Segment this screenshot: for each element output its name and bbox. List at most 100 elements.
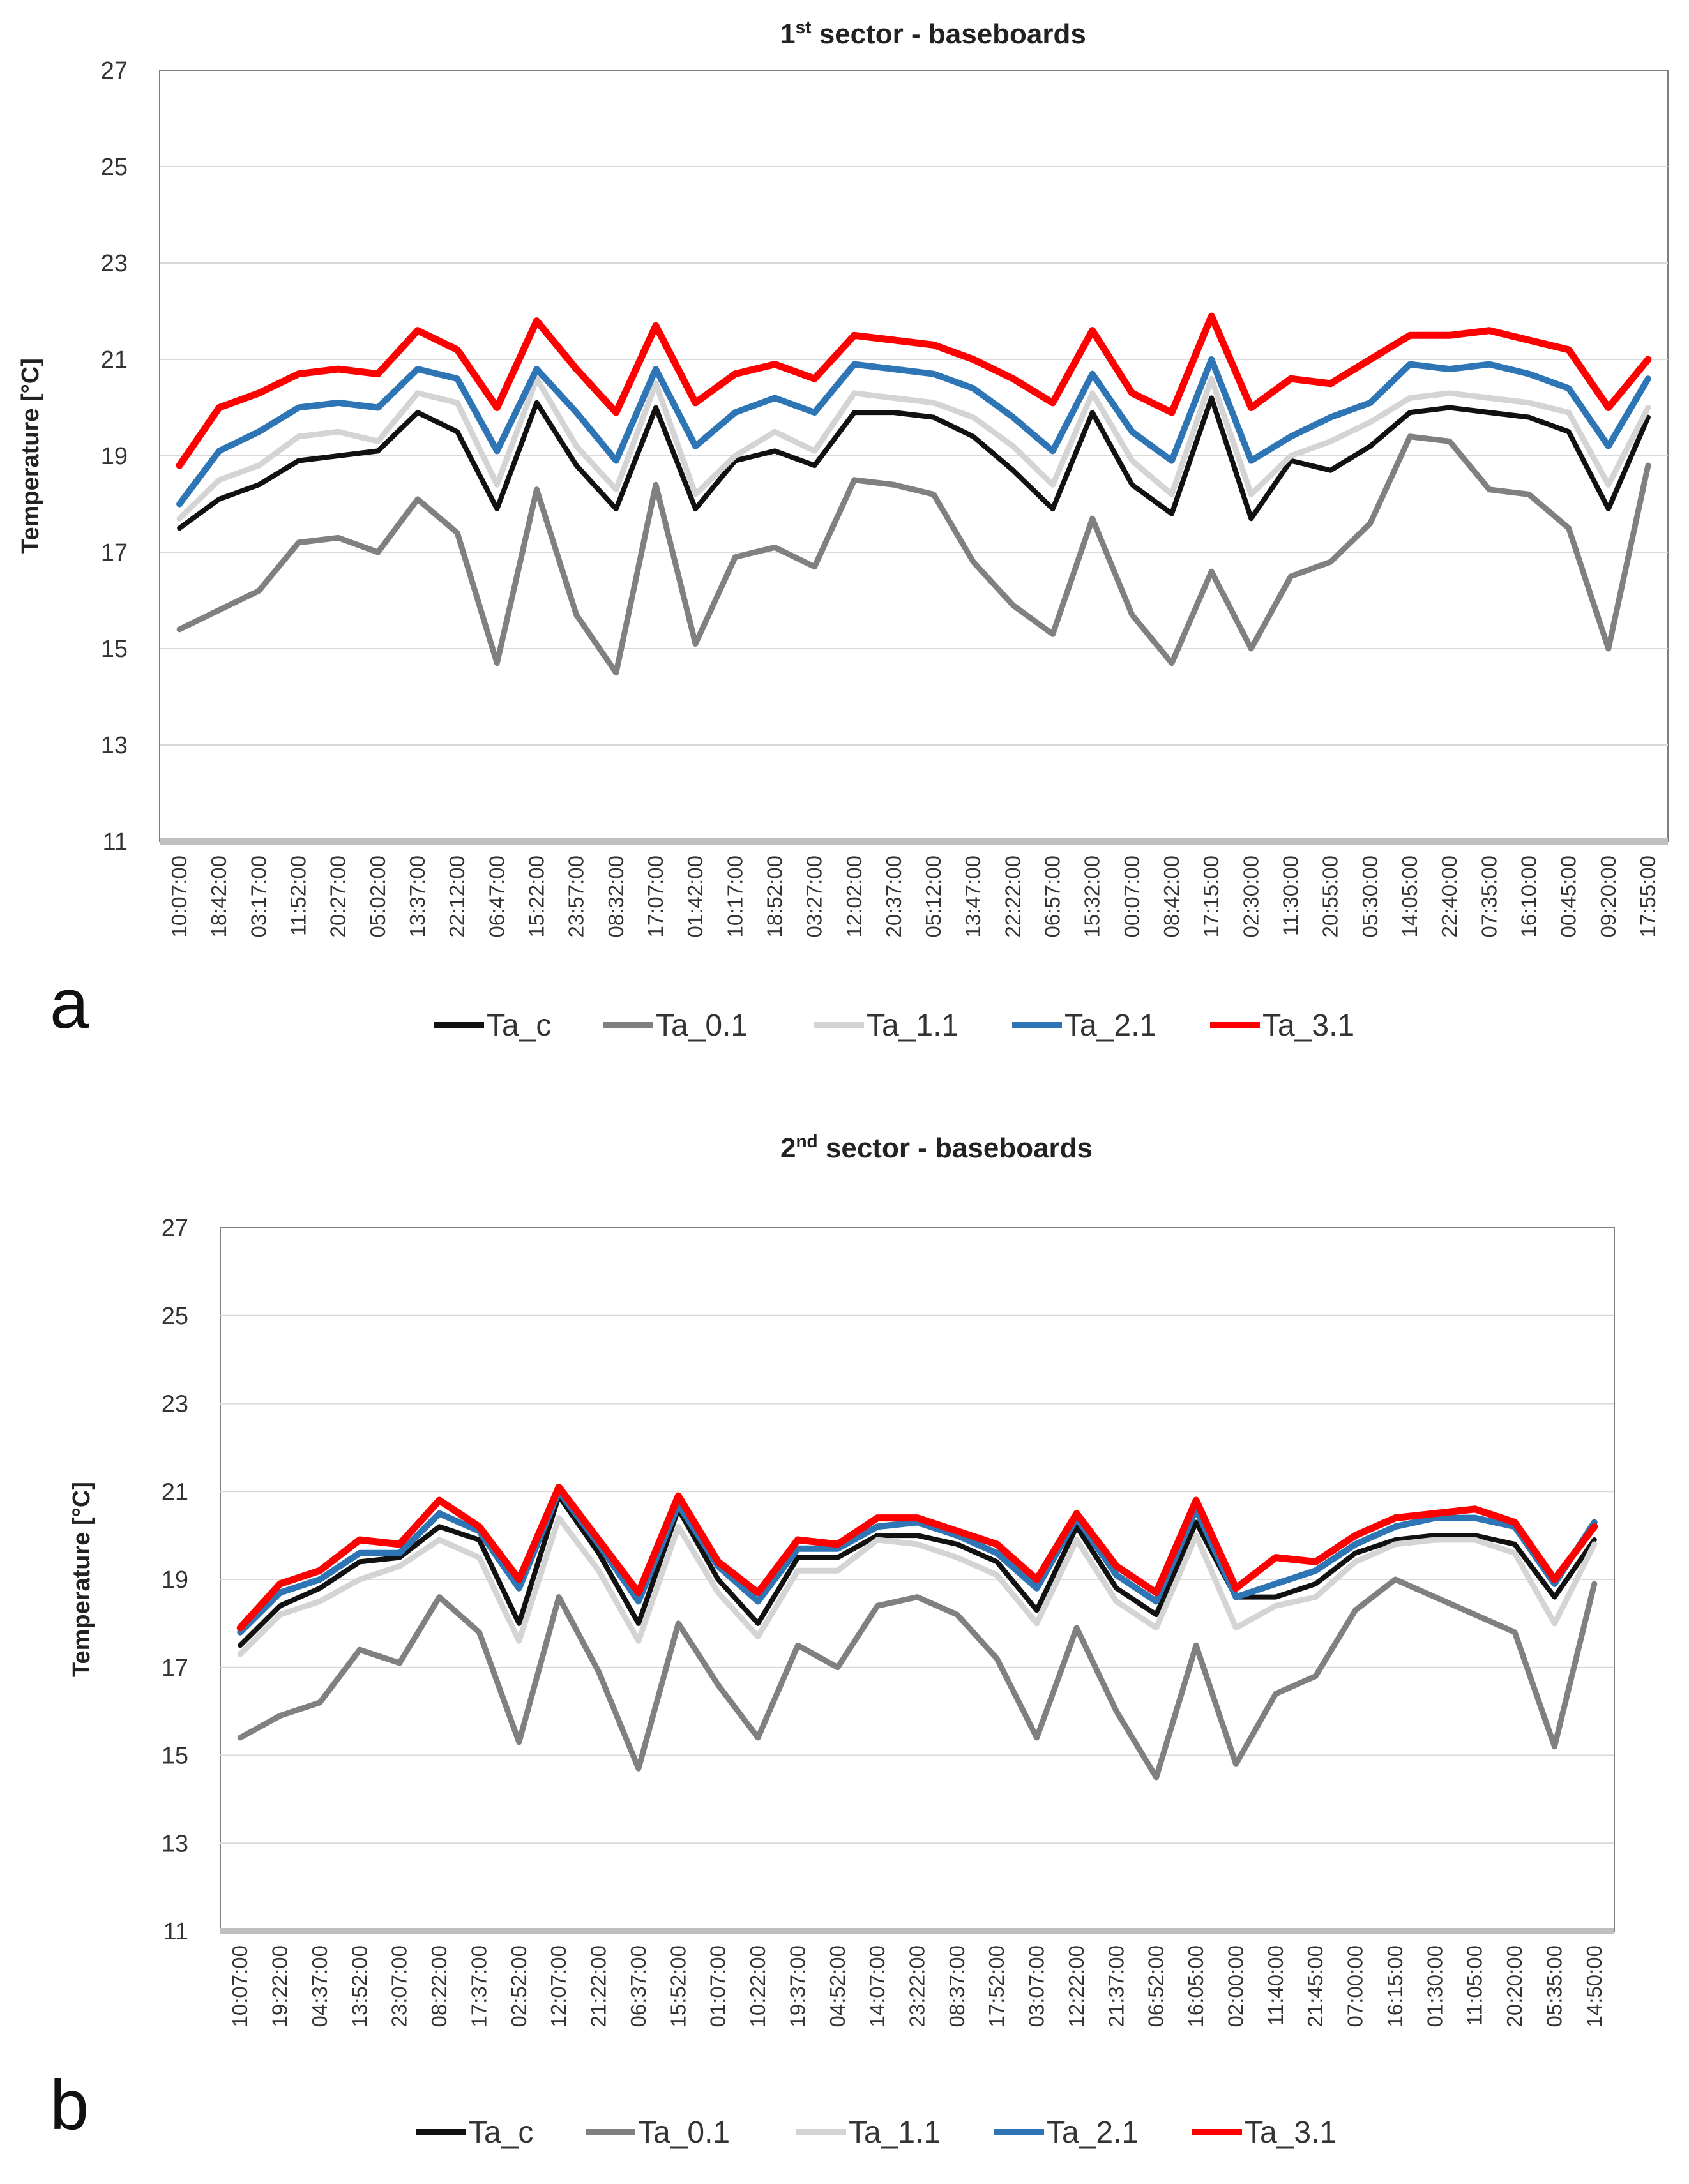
series-line-ta-0-1 <box>176 433 1651 676</box>
x-tick-label: 19:22:00 <box>268 1945 292 2027</box>
x-tick-label: 03:27:00 <box>803 855 826 937</box>
y-tick-label: 23 <box>101 250 128 277</box>
x-tick-label: 17:37:00 <box>467 1945 490 2027</box>
x-tick-label: 14:05:00 <box>1398 855 1421 937</box>
legend: Ta_c Ta_0.1 Ta_1.1 Ta_2.1 Ta_3.1 <box>434 1009 1354 1043</box>
legend-label: Ta_3.1 <box>1245 2116 1337 2150</box>
x-tick-label: 12:07:00 <box>547 1945 570 2027</box>
x-tick-label: 06:52:00 <box>1144 1945 1168 2027</box>
y-axis-label: Temperature [°C] <box>17 358 44 554</box>
x-tick-label: 05:30:00 <box>1358 855 1382 937</box>
x-tick-label: 02:30:00 <box>1239 855 1262 937</box>
chart-title: 1st sector - baseboards <box>780 17 1086 50</box>
x-tick-label: 17:55:00 <box>1636 855 1660 937</box>
series-line-ta-1-1 <box>237 1515 1598 1657</box>
x-tick-label: 17:15:00 <box>1199 855 1223 937</box>
x-tick-label: 06:37:00 <box>626 1945 650 2027</box>
y-tick-label: 19 <box>101 443 128 470</box>
y-tick-label: 21 <box>101 347 128 373</box>
x-tick-label: 08:42:00 <box>1160 855 1183 937</box>
x-tick-label: 04:52:00 <box>826 1945 849 2027</box>
x-tick-label: 08:37:00 <box>945 1945 969 2027</box>
x-tick-label: 15:32:00 <box>1080 855 1104 937</box>
x-tick-label: 21:22:00 <box>587 1945 610 2027</box>
x-tick-label: 12:22:00 <box>1064 1945 1088 2027</box>
x-tick-label: 05:02:00 <box>366 855 390 937</box>
y-tick-label: 13 <box>101 732 128 759</box>
x-tick-label: 08:32:00 <box>604 855 628 937</box>
legend: Ta_c Ta_0.1 Ta_1.1 Ta_2.1 Ta_3.1 <box>416 2116 1337 2150</box>
legend-label: Ta_1.1 <box>849 2116 941 2150</box>
x-tick-label: 10:07:00 <box>167 855 191 937</box>
legend-label: Ta_c <box>487 1009 551 1043</box>
x-tick-label: 07:00:00 <box>1344 1945 1367 2027</box>
y-tick-label: 21 <box>162 1479 188 1505</box>
x-tick-label: 23:57:00 <box>564 855 588 937</box>
x-tick-label: 11:40:00 <box>1264 1945 1287 2026</box>
x-tick-label: 13:47:00 <box>961 855 985 937</box>
x-tick-label: 00:07:00 <box>1120 855 1144 937</box>
x-tick-label: 20:20:00 <box>1503 1945 1526 2027</box>
x-tick-label: 20:55:00 <box>1319 855 1342 937</box>
legend-label: Ta_2.1 <box>1047 2116 1139 2150</box>
y-tick-label: 27 <box>101 57 128 84</box>
legend-label: Ta_3.1 <box>1262 1009 1354 1043</box>
x-tick-label: 05:35:00 <box>1542 1945 1566 2027</box>
y-tick-label: 17 <box>162 1655 188 1682</box>
y-tick-label: 25 <box>101 154 128 181</box>
y-tick-label: 23 <box>162 1391 188 1418</box>
x-tick-label: 15:52:00 <box>666 1945 690 2027</box>
y-tick-label: 13 <box>162 1830 188 1857</box>
series-line-ta-c <box>238 1493 1597 1648</box>
x-tick-label: 11:30:00 <box>1279 855 1303 936</box>
legend-label: Ta_1.1 <box>867 1009 958 1043</box>
x-tick-label: 10:07:00 <box>228 1945 252 2027</box>
legend-label: Ta_0.1 <box>656 1009 748 1043</box>
x-tick-label: 16:05:00 <box>1184 1945 1208 2027</box>
series-line-ta-1-1 <box>176 375 1651 522</box>
legend-label: Ta_0.1 <box>638 2116 730 2150</box>
y-axis-label: Temperature [°C] <box>68 1482 95 1677</box>
x-tick-label: 21:45:00 <box>1303 1945 1327 2027</box>
y-tick-label: 11 <box>163 1918 188 1945</box>
x-tick-label: 10:22:00 <box>746 1945 769 2027</box>
panel-label: b <box>50 2066 89 2144</box>
x-tick-label: 18:42:00 <box>207 855 231 937</box>
x-tick-label: 16:10:00 <box>1517 855 1540 937</box>
x-tick-label: 11:05:00 <box>1463 1945 1487 2026</box>
series-line-ta-0-1 <box>237 1576 1598 1781</box>
y-tick-label: 11 <box>103 829 128 855</box>
x-tick-label: 18:52:00 <box>762 855 786 937</box>
x-tick-label: 06:47:00 <box>485 855 508 937</box>
x-tick-label: 08:22:00 <box>427 1945 451 2027</box>
x-tick-label: 21:37:00 <box>1104 1945 1128 2027</box>
x-tick-label: 14:07:00 <box>865 1945 889 2027</box>
x-tick-label: 12:02:00 <box>842 855 866 937</box>
x-tick-label: 22:40:00 <box>1437 855 1461 937</box>
x-tick-label: 14:50:00 <box>1582 1945 1606 2027</box>
series-line-ta-2-1 <box>237 1488 1598 1636</box>
x-tick-label: 17:07:00 <box>644 855 667 937</box>
y-tick-label: 27 <box>162 1215 188 1242</box>
y-tick-label: 15 <box>162 1743 188 1770</box>
x-tick-label: 06:57:00 <box>1041 855 1064 937</box>
chart-a: 11 13 15 17 19 21 23 25 27 10:07:00 18:42:00 03:17:… <box>17 17 1669 1043</box>
x-tick-label: 13:52:00 <box>347 1945 371 2027</box>
x-tick-label: 22:12:00 <box>445 855 469 937</box>
x-tick-label: 01:07:00 <box>706 1945 730 2027</box>
x-tick-label: 23:22:00 <box>905 1945 929 2027</box>
x-tick-label: 01:30:00 <box>1423 1945 1446 2027</box>
x-tick-label: 13:37:00 <box>405 855 429 937</box>
legend-label: Ta_c <box>469 2116 533 2150</box>
x-tick-label: 23:07:00 <box>388 1945 411 2027</box>
x-tick-label: 11:52:00 <box>287 855 310 936</box>
x-tick-label: 04:37:00 <box>308 1945 331 2027</box>
x-tick-label: 20:37:00 <box>882 855 905 937</box>
x-tick-label: 03:07:00 <box>1025 1945 1049 2027</box>
x-tick-label: 02:00:00 <box>1223 1945 1247 2027</box>
x-tick-label: 17:52:00 <box>985 1945 1008 2027</box>
y-tick-label: 25 <box>162 1303 188 1330</box>
x-tick-label: 03:17:00 <box>246 855 270 937</box>
x-tick-label: 16:15:00 <box>1383 1945 1407 2027</box>
